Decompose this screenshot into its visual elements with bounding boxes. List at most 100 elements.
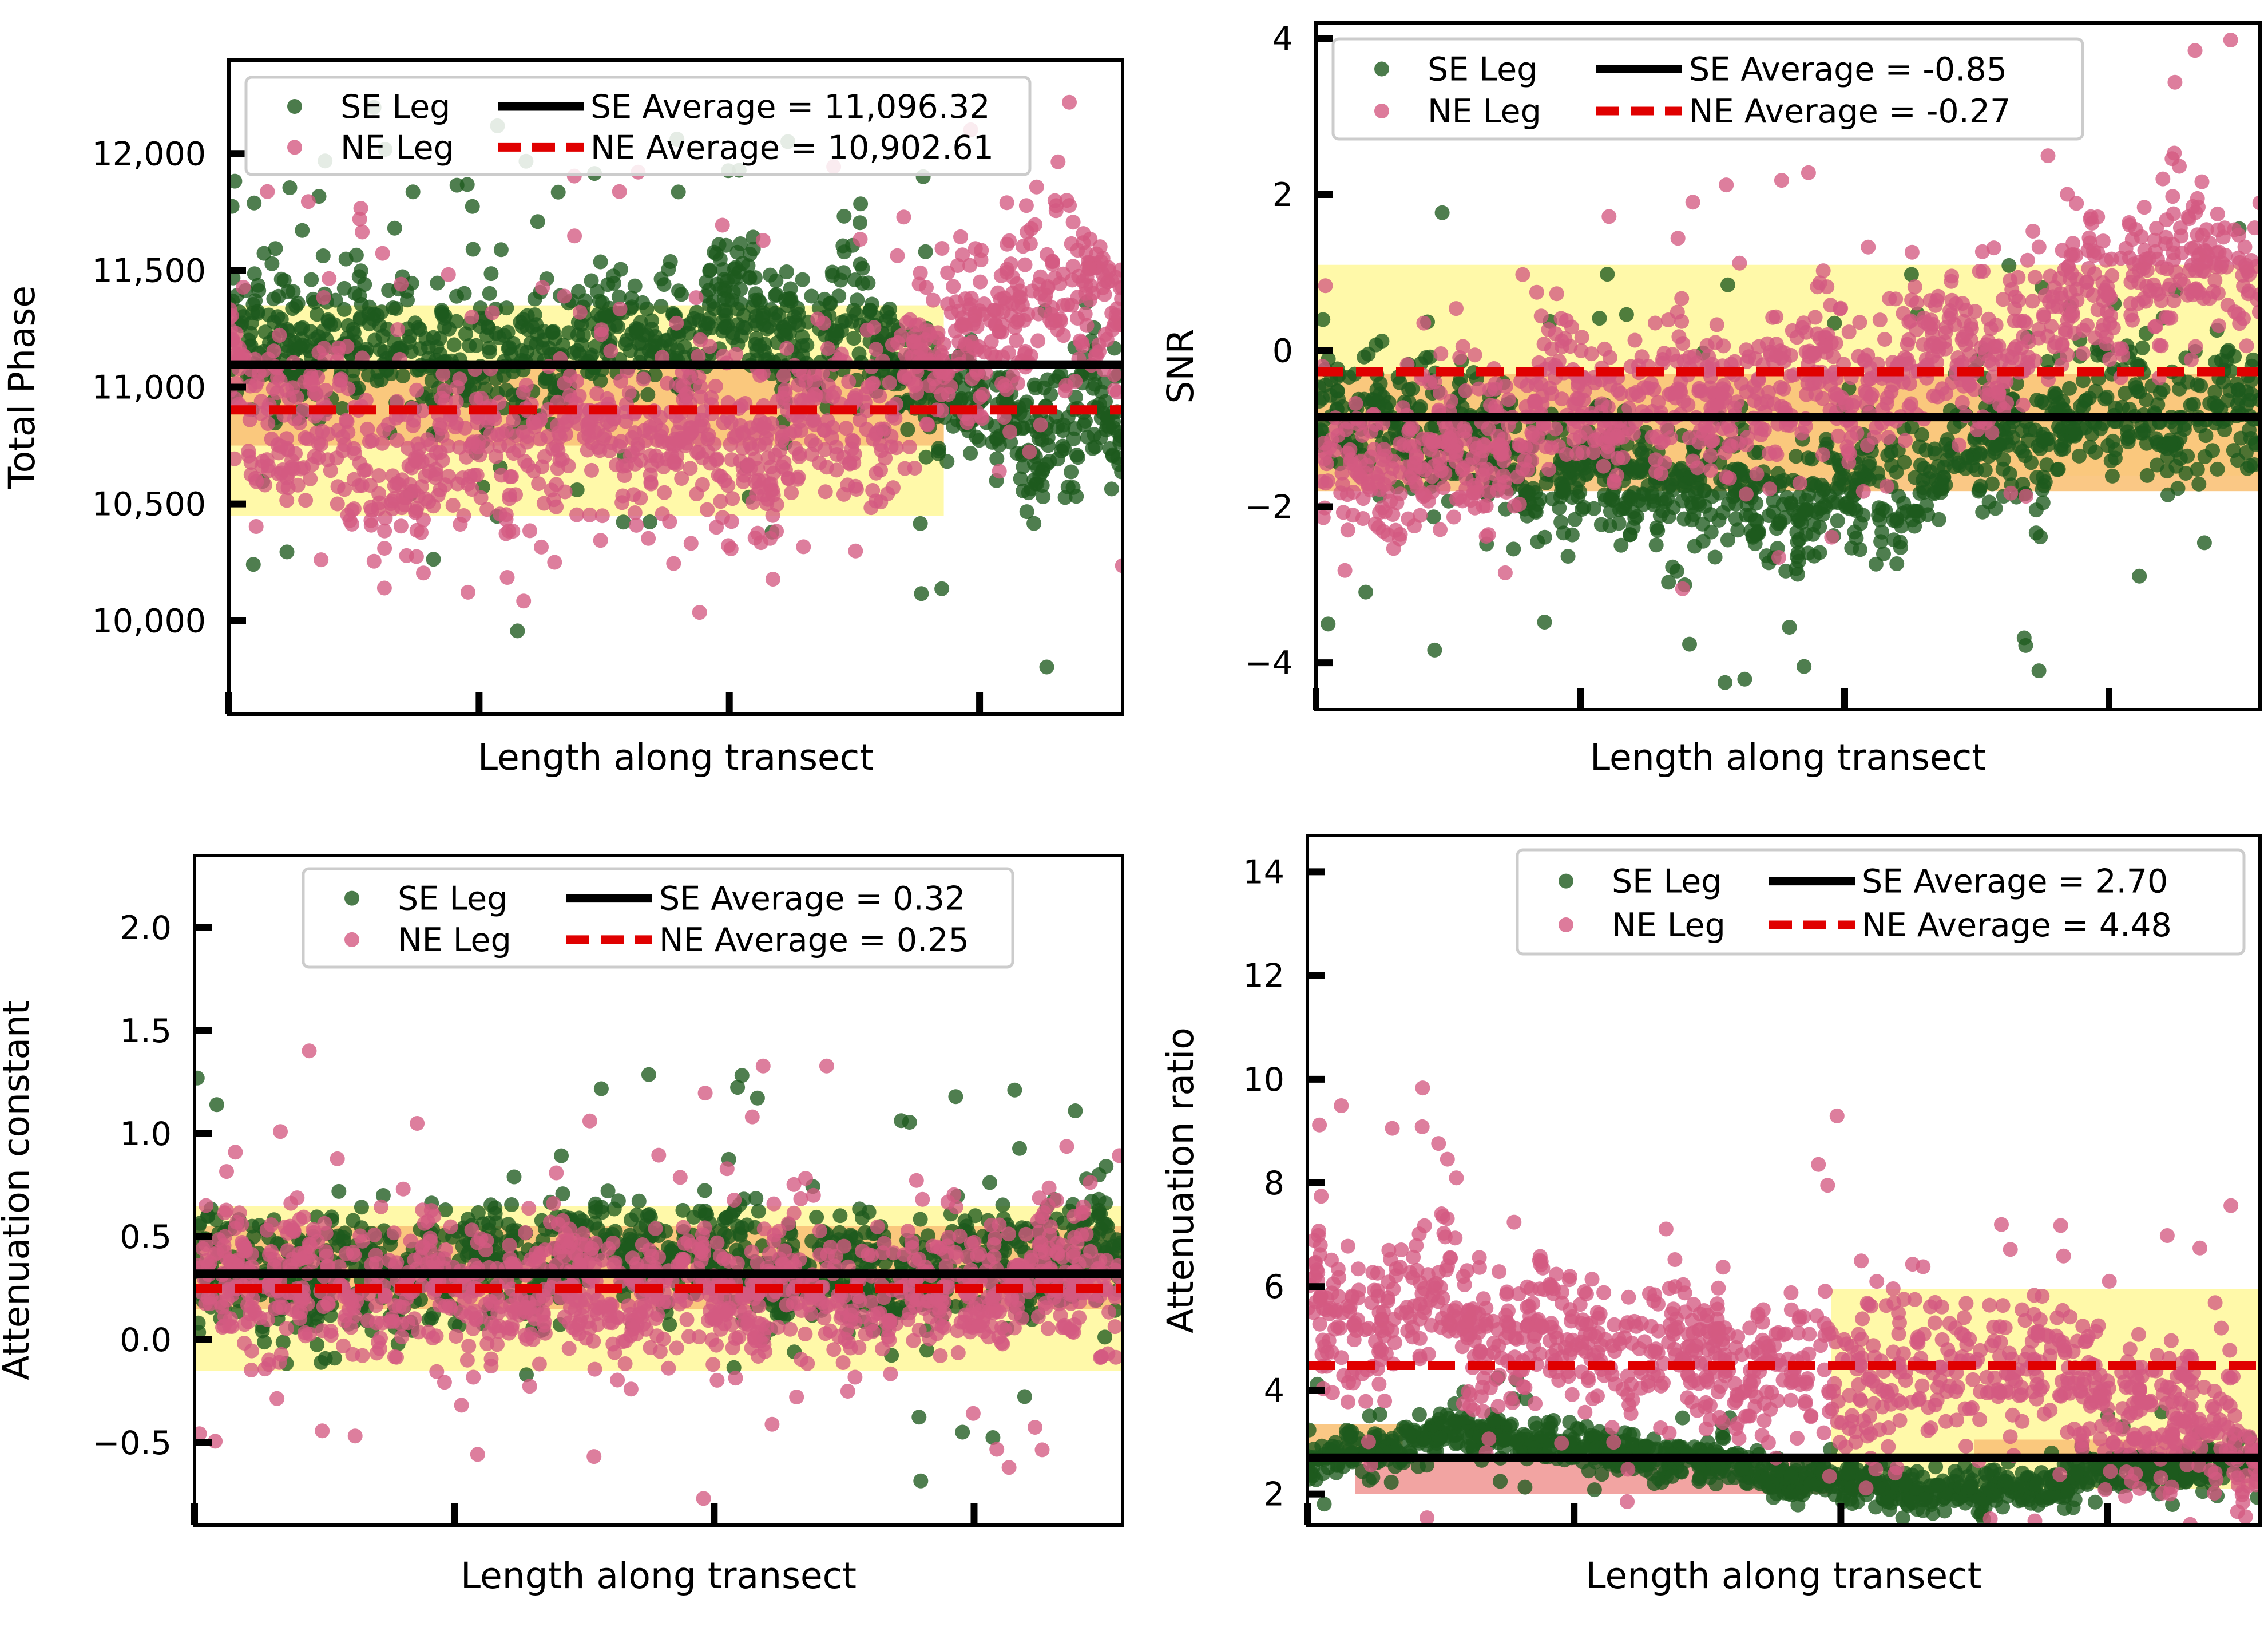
data-point xyxy=(295,320,310,335)
data-point xyxy=(882,375,897,390)
data-point xyxy=(1732,255,1747,271)
data-point xyxy=(1405,381,1420,397)
data-point xyxy=(1593,517,1609,532)
data-point xyxy=(946,418,961,434)
data-point xyxy=(1623,527,1638,543)
data-point xyxy=(820,341,835,356)
data-point xyxy=(569,507,585,522)
data-point xyxy=(1097,327,1113,342)
data-point xyxy=(1081,262,1097,277)
data-point xyxy=(375,246,390,261)
data-point xyxy=(962,258,978,273)
data-point xyxy=(1030,333,1046,349)
data-point xyxy=(378,510,393,526)
data-point xyxy=(920,417,935,433)
data-point xyxy=(1064,236,1079,251)
data-point xyxy=(1031,276,1046,292)
data-point xyxy=(241,448,256,464)
data-point xyxy=(457,286,472,301)
data-point xyxy=(719,237,733,253)
data-point xyxy=(1988,318,2004,333)
data-point xyxy=(1530,497,1545,512)
data-point xyxy=(692,605,707,620)
data-point xyxy=(975,387,990,402)
data-point xyxy=(1066,431,1081,446)
data-point xyxy=(2002,466,2017,481)
data-point xyxy=(2015,397,2031,413)
data-point xyxy=(974,243,989,258)
data-point xyxy=(1872,312,1888,328)
data-point xyxy=(428,466,443,482)
data-point xyxy=(627,425,643,441)
legend-label-se-leg: SE Leg xyxy=(1428,51,1537,89)
y-tick-label: 11,500 xyxy=(92,252,206,290)
data-point xyxy=(2031,239,2047,255)
data-point xyxy=(700,316,716,331)
data-point xyxy=(1882,291,1897,306)
data-point xyxy=(407,453,423,469)
data-point xyxy=(1455,339,1470,354)
data-point xyxy=(689,304,704,320)
data-point xyxy=(718,308,733,323)
data-point xyxy=(2248,437,2260,452)
data-point xyxy=(264,432,279,446)
data-point xyxy=(1330,427,1346,443)
data-point xyxy=(1536,337,1552,352)
data-point xyxy=(1739,508,1754,523)
data-point xyxy=(1318,476,1334,491)
data-point xyxy=(788,441,803,456)
y-axis-label: Total Phase xyxy=(1,286,43,489)
data-point xyxy=(1340,522,1355,538)
data-point xyxy=(661,262,676,277)
data-point xyxy=(2237,239,2253,255)
data-point xyxy=(534,459,550,474)
data-point xyxy=(1009,333,1024,348)
data-point xyxy=(613,262,628,277)
data-point xyxy=(2241,422,2257,438)
data-point xyxy=(593,533,608,548)
data-point xyxy=(364,433,380,448)
data-point xyxy=(1316,312,1331,327)
data-point xyxy=(2166,293,2182,308)
data-point xyxy=(2051,461,2066,477)
data-point xyxy=(547,555,562,570)
data-point xyxy=(897,367,912,383)
data-point xyxy=(1018,198,1034,213)
data-point xyxy=(804,446,819,462)
data-point xyxy=(2158,229,2174,245)
data-point xyxy=(1649,429,1664,444)
data-point xyxy=(730,1080,746,1095)
data-point xyxy=(1556,483,1572,498)
data-point xyxy=(255,453,271,469)
data-point xyxy=(946,279,961,294)
data-point xyxy=(759,321,775,337)
data-point xyxy=(1655,352,1670,367)
data-point xyxy=(251,278,266,293)
data-point xyxy=(691,349,706,364)
data-point xyxy=(2183,398,2198,413)
data-point xyxy=(1839,500,1854,515)
data-point xyxy=(656,277,672,292)
data-point xyxy=(2016,630,2032,646)
data-point xyxy=(1056,298,1071,313)
data-point xyxy=(1707,549,1723,565)
data-point xyxy=(1363,449,1379,465)
data-point xyxy=(549,477,564,492)
data-point xyxy=(1845,398,1861,413)
data-point xyxy=(1944,274,1959,289)
data-point xyxy=(480,319,495,335)
plot-area xyxy=(1316,33,2260,690)
data-point xyxy=(458,326,473,342)
data-point xyxy=(672,378,688,393)
data-point xyxy=(242,412,257,427)
data-point xyxy=(1722,470,1737,486)
data-point xyxy=(561,325,577,341)
legend-marker-ne xyxy=(1374,104,1389,118)
data-point xyxy=(1718,675,1732,690)
data-point xyxy=(589,386,605,401)
data-point xyxy=(715,510,730,525)
data-point xyxy=(1726,489,1740,505)
data-point xyxy=(939,454,955,469)
data-point xyxy=(546,324,561,339)
data-point xyxy=(859,422,874,437)
